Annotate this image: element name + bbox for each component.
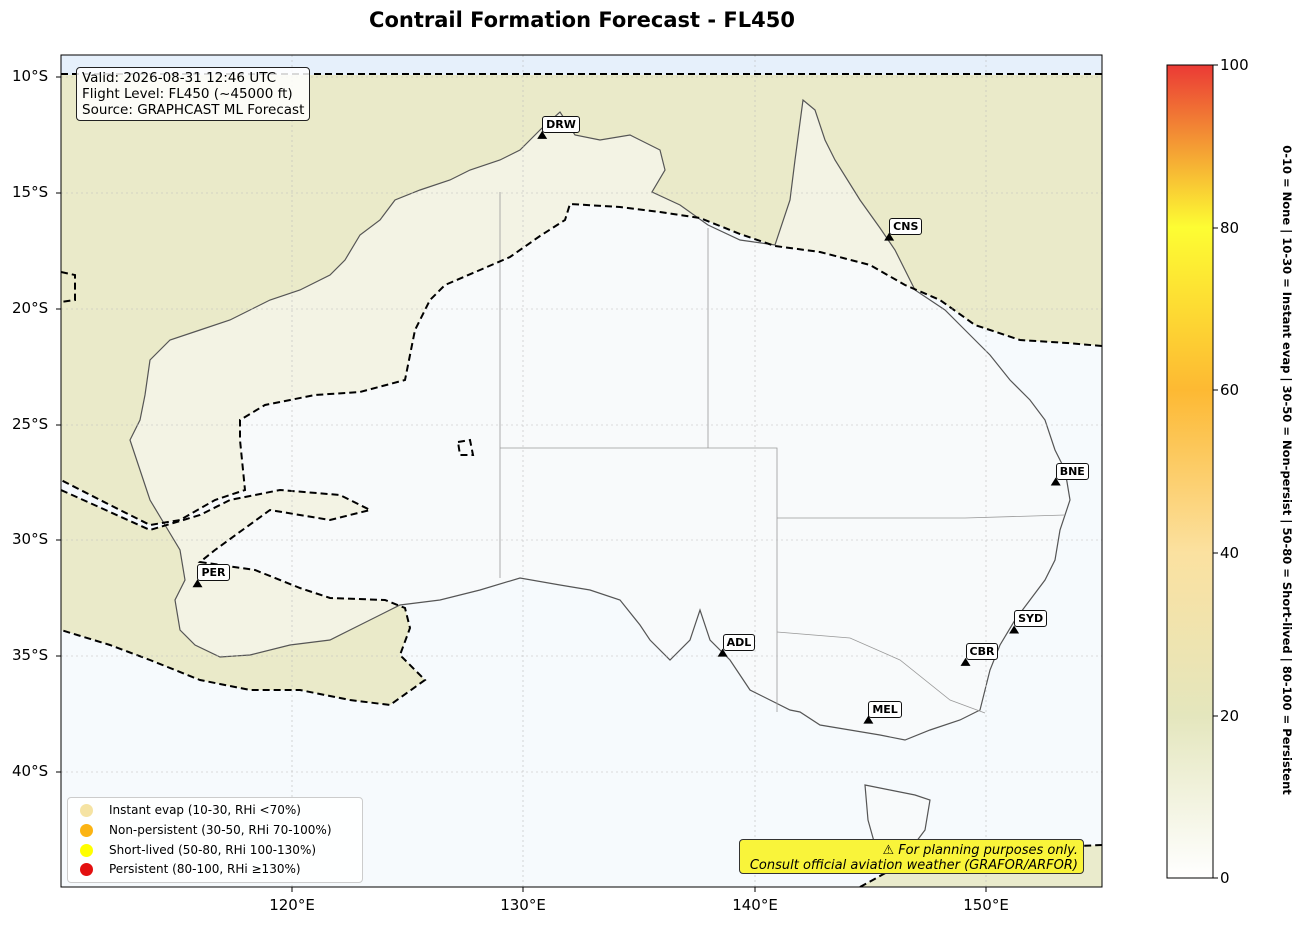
- city-label-cbr: CBR: [965, 642, 999, 660]
- city-label-cns: CNS: [889, 217, 923, 235]
- lon-tick-label: 150°E: [963, 896, 1009, 914]
- colorbar-tick-label: 40: [1220, 544, 1240, 562]
- map-area: [61, 55, 1102, 887]
- city-marker-icon: [960, 657, 971, 666]
- legend-dot-icon: [80, 803, 93, 817]
- planning-warning: ⚠ For planning purposes only. Consult of…: [739, 839, 1084, 874]
- lon-tick-label: 140°E: [732, 896, 778, 914]
- lon-tick-label: 130°E: [500, 896, 546, 914]
- city-marker-icon: [884, 232, 895, 241]
- city-label-syd: SYD: [1014, 610, 1048, 628]
- warning-line-2: Consult official aviation weather (GRAFO…: [749, 858, 1078, 873]
- city-marker-icon: [537, 130, 548, 139]
- colorbar-tick-label: 80: [1220, 219, 1240, 237]
- legend-dot-icon: [80, 823, 93, 837]
- legend-item: Short-lived (50-80, RHi 100-130%): [80, 841, 316, 859]
- state-borders: [499, 192, 1066, 714]
- valid-time: Valid: 2026-08-31 12:46 UTC: [82, 70, 277, 86]
- city-label-drw: DRW: [542, 115, 580, 133]
- flight-level: Flight Level: FL450 (~45000 ft): [82, 86, 293, 102]
- colorbar-tick-label: 60: [1220, 381, 1240, 399]
- colorbar-tick-label: 0: [1220, 869, 1230, 887]
- lat-tick-label: 35°S: [12, 646, 49, 664]
- forecast-source: Source: GRAPHCAST ML Forecast: [82, 102, 305, 118]
- city-marker-icon: [1009, 625, 1020, 634]
- lat-tick-label: 30°S: [12, 530, 49, 548]
- city-marker-icon: [863, 715, 874, 724]
- lat-tick-label: 25°S: [12, 415, 49, 433]
- legend-label: Non-persistent (30-50, RHi 70-100%): [109, 823, 332, 837]
- warning-line-1: ⚠ For planning purposes only.: [882, 843, 1079, 858]
- city-label-per: PER: [197, 564, 230, 582]
- lat-tick-label: 10°S: [12, 67, 49, 85]
- forecast-info-box: Valid: 2026-08-31 12:46 UTC Flight Level…: [76, 67, 311, 121]
- city-marker-icon: [192, 579, 203, 588]
- colorbar-ticks: [1213, 64, 1218, 879]
- axis-ticks: [56, 76, 987, 892]
- legend-item: Persistent (80-100, RHi ≥130%): [80, 860, 301, 878]
- colorbar-tick-label: 20: [1220, 707, 1240, 725]
- colorbar-label: 0-10 = None | 10-30 = Instant evap | 30-…: [1280, 145, 1294, 795]
- legend-label: Instant evap (10-30, RHi <70%): [109, 803, 301, 817]
- city-label-adl: ADL: [722, 633, 756, 651]
- lat-tick-label: 15°S: [12, 183, 49, 201]
- ocean-north-strip: [61, 55, 1102, 75]
- city-marker-icon: [717, 648, 728, 657]
- legend-label: Persistent (80-100, RHi ≥130%): [109, 862, 301, 876]
- map-frame: [60, 54, 1103, 888]
- graticule: [61, 55, 1102, 887]
- city-markers: [192, 130, 1061, 724]
- australia-coastline: [129, 98, 1071, 741]
- city-label-mel: MEL: [868, 700, 902, 718]
- legend-item: Instant evap (10-30, RHi <70%): [80, 801, 301, 819]
- legend-item: Non-persistent (30-50, RHi 70-100%): [80, 821, 332, 839]
- lat-tick-label: 40°S: [12, 762, 49, 780]
- legend-label: Short-lived (50-80, RHi 100-130%): [109, 843, 317, 857]
- legend-dot-icon: [80, 843, 93, 857]
- chart-title: Contrail Formation Forecast - FL450: [369, 8, 795, 32]
- lon-tick-label: 120°E: [269, 896, 315, 914]
- legend: Instant evap (10-30, RHi <70%) Non-persi…: [67, 797, 363, 883]
- colorbar-tick-label: 100: [1220, 56, 1249, 74]
- legend-dot-icon: [80, 862, 93, 876]
- city-label-bne: BNE: [1055, 462, 1089, 480]
- colorbar: [1166, 64, 1214, 879]
- lat-tick-label: 20°S: [12, 299, 49, 317]
- city-marker-icon: [1050, 477, 1061, 486]
